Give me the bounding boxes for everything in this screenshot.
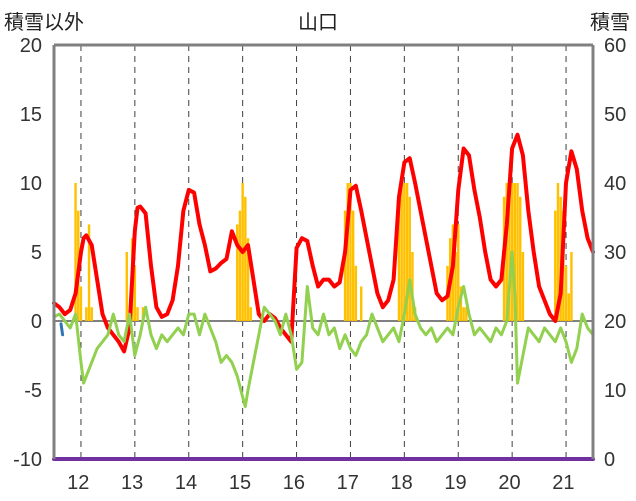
- bar-28: [411, 252, 414, 321]
- x-tick-label-8: 20: [498, 472, 520, 494]
- right-tick-label-1: 50: [604, 104, 626, 126]
- bar-11: [236, 224, 239, 321]
- bar-47: [556, 183, 560, 321]
- x-tick-label-4: 16: [283, 472, 305, 494]
- bar-12: [238, 210, 242, 321]
- bar-25: [403, 183, 406, 321]
- x-tick-label-3: 15: [229, 472, 251, 494]
- bar-3: [85, 307, 88, 321]
- bar-50: [564, 265, 568, 321]
- bar-19: [349, 183, 352, 321]
- left-tick-label-6: -10: [13, 449, 42, 471]
- left-tick-label-5: -5: [24, 380, 42, 402]
- right-tick-label-4: 20: [604, 311, 626, 333]
- bar-20: [351, 210, 355, 321]
- right-tick-label-5: 10: [604, 380, 626, 402]
- bar-35: [459, 286, 463, 321]
- x-tick-label-0: 12: [67, 472, 89, 494]
- bar-43: [516, 183, 519, 321]
- bar-45: [521, 252, 525, 321]
- bar-8: [133, 265, 137, 321]
- x-tick-label-9: 21: [552, 472, 574, 494]
- bar-18: [346, 183, 349, 321]
- bar-46: [554, 210, 557, 321]
- bar-17: [343, 210, 347, 321]
- right-tick-label-6: 0: [604, 449, 615, 471]
- bar-14: [244, 196, 247, 321]
- bar-24: [400, 183, 403, 321]
- bar-27: [408, 196, 411, 321]
- plot-frame: [52, 43, 595, 459]
- bar-39: [505, 183, 508, 321]
- left-tick-label-3: 5: [31, 242, 42, 264]
- bar-44: [519, 196, 522, 321]
- left-tick-label-2: 10: [20, 173, 42, 195]
- right-tick-label-3: 30: [604, 242, 626, 264]
- bar-23: [397, 210, 401, 321]
- left-tick-label-4: 0: [31, 311, 42, 333]
- bar-16: [249, 307, 252, 321]
- x-tick-label-2: 14: [175, 472, 197, 494]
- right-tick-label-0: 60: [604, 35, 626, 57]
- bar-36: [462, 307, 465, 321]
- left-tick-label-0: 20: [20, 35, 42, 57]
- x-tick-label-7: 19: [444, 472, 466, 494]
- bar-51: [567, 293, 570, 321]
- bar-26: [405, 183, 409, 321]
- series-line-3: [59, 322, 65, 337]
- left-tick-label-1: 15: [20, 104, 42, 126]
- bar-52: [570, 252, 573, 321]
- bar-15: [246, 238, 250, 321]
- bar-0: [74, 183, 77, 321]
- right-axis-title: 積雪: [590, 12, 630, 34]
- bar-22: [360, 286, 363, 321]
- bar-9: [136, 307, 139, 321]
- bar-37: [465, 307, 468, 321]
- bar-21: [354, 265, 358, 321]
- chart-title: 山口: [298, 12, 338, 34]
- bar-4: [87, 224, 91, 321]
- bar-33: [454, 252, 457, 321]
- bar-40: [508, 183, 511, 321]
- line-series: [52, 132, 595, 461]
- bar-5: [90, 307, 93, 321]
- bar-2: [79, 286, 83, 321]
- x-tick-label-5: 17: [337, 472, 359, 494]
- series-line-0: [52, 132, 595, 354]
- x-tick-label-1: 13: [121, 472, 143, 494]
- right-tick-label-2: 40: [604, 173, 626, 195]
- left-axis-title: 積雪以外: [4, 12, 84, 34]
- x-tick-label-6: 18: [391, 472, 413, 494]
- bar-34: [457, 224, 460, 321]
- series-line-1: [52, 250, 595, 409]
- bar-42: [513, 183, 517, 321]
- bar-6: [125, 252, 128, 321]
